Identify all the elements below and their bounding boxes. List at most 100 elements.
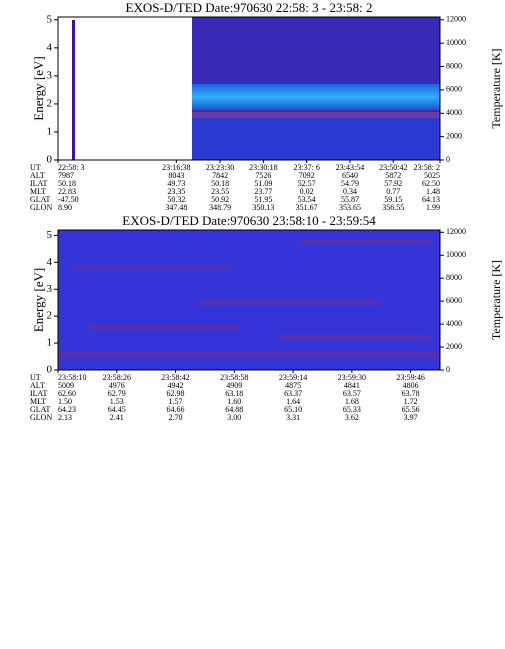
ephemeris-value: 4942 bbox=[168, 381, 184, 390]
ephemeris-value: 1.68 bbox=[345, 397, 359, 406]
y2-tick-label: 8000 bbox=[446, 61, 462, 70]
ephemeris-value: 4909 bbox=[226, 381, 242, 390]
ephemeris-value: 50.18 bbox=[211, 179, 229, 188]
y2-tick-label: 4000 bbox=[446, 108, 462, 117]
ephemeris-label: MLT bbox=[30, 397, 46, 406]
ephemeris-value: 0.02 bbox=[300, 187, 314, 196]
ephemeris-value: 64.45 bbox=[108, 405, 126, 414]
ephemeris-value: 63.18 bbox=[225, 389, 243, 398]
ephemeris-value: 23:59:46 bbox=[396, 373, 424, 382]
ephemeris-value: 1.48 bbox=[426, 187, 440, 196]
y-tick-label: 4 bbox=[47, 256, 53, 268]
y-tick-label: 1 bbox=[47, 125, 53, 137]
ephemeris-value: 0.77 bbox=[386, 187, 400, 196]
y-tick-label: 3 bbox=[47, 283, 53, 295]
ephemeris-value: 55.87 bbox=[341, 195, 359, 204]
ephemeris-label: ILAT bbox=[30, 179, 47, 188]
spectrogram-2 bbox=[58, 230, 440, 370]
ephemeris-value: 54.79 bbox=[341, 179, 359, 188]
ephemeris-value: 49.73 bbox=[167, 179, 185, 188]
ephemeris-value: 7092 bbox=[299, 171, 315, 180]
y-tick-label: 5 bbox=[47, 13, 53, 25]
ephemeris-label: UT bbox=[30, 373, 41, 382]
ephemeris-value: 23:58:26 bbox=[103, 373, 131, 382]
ephemeris-value: 0.34 bbox=[343, 187, 357, 196]
ephemeris-value: 351.67 bbox=[296, 203, 318, 212]
y-axis-label: Energy [eV] bbox=[31, 268, 46, 332]
ephemeris-value: 4806 bbox=[403, 381, 419, 390]
ephemeris-value: 1.50 bbox=[58, 397, 72, 406]
y2-axis-label: Temperature [K] bbox=[489, 260, 503, 340]
y-tick-label: 0 bbox=[47, 154, 53, 166]
ephemeris-value: 8.90 bbox=[58, 203, 72, 212]
ephemeris-label: GLAT bbox=[30, 195, 51, 204]
y2-tick-label: 0 bbox=[446, 155, 450, 164]
chart-title: EXOS-D/TED Date:970630 22:58: 3 - 23:58:… bbox=[126, 0, 373, 15]
ephemeris-value: 64.13 bbox=[422, 195, 440, 204]
ephemeris-label: ALT bbox=[30, 381, 45, 390]
y2-tick-label: 12000 bbox=[446, 227, 466, 236]
ephemeris-value: 23:37: 6 bbox=[293, 163, 319, 172]
plot-frame bbox=[57, 16, 441, 161]
y2-axis-label: Temperature [K] bbox=[489, 48, 503, 128]
ephemeris-value: 23.77 bbox=[254, 187, 272, 196]
y2-tick-label: 2000 bbox=[446, 342, 462, 351]
ephemeris-label: GLON bbox=[30, 413, 52, 422]
ephemeris-value: 65.10 bbox=[284, 405, 302, 414]
ephemeris-value: 5009 bbox=[58, 381, 74, 390]
y2-tick-label: 12000 bbox=[446, 15, 466, 24]
y2-tick-label: 2000 bbox=[446, 131, 462, 140]
ephemeris-value: 23:16:38 bbox=[162, 163, 190, 172]
y2-tick-label: 4000 bbox=[446, 319, 462, 328]
ephemeris-value: 3.31 bbox=[286, 413, 300, 422]
ephemeris-value: 65.33 bbox=[343, 405, 361, 414]
ephemeris-value: 23:58:10 bbox=[58, 373, 86, 382]
ephemeris-value: 23:50:42 bbox=[379, 163, 407, 172]
ephemeris-value: 63.57 bbox=[343, 389, 361, 398]
y-tick-label: 3 bbox=[47, 69, 53, 81]
ephemeris-value: 63.78 bbox=[402, 389, 420, 398]
ephemeris-value: 62.60 bbox=[58, 389, 76, 398]
ephemeris-value: 63.37 bbox=[284, 389, 302, 398]
ephemeris-value: 23:59:30 bbox=[338, 373, 366, 382]
y-tick-label: 0 bbox=[47, 364, 53, 376]
ephemeris-value: 23:30:18 bbox=[249, 163, 277, 172]
ephemeris-value: 7526 bbox=[255, 171, 271, 180]
ephemeris-value: 5025 bbox=[424, 171, 440, 180]
ephemeris-value: 62.50 bbox=[422, 179, 440, 188]
ephemeris-value: 4875 bbox=[285, 381, 301, 390]
ephemeris-value: 64.88 bbox=[225, 405, 243, 414]
ephemeris-value: 3.97 bbox=[404, 413, 418, 422]
ephemeris-value: 6540 bbox=[342, 171, 358, 180]
ephemeris-label: ALT bbox=[30, 171, 45, 180]
ephemeris-value: 350.13 bbox=[252, 203, 274, 212]
ephemeris-label: GLON bbox=[30, 203, 52, 212]
y-tick-label: 4 bbox=[47, 41, 53, 53]
y2-tick-label: 6000 bbox=[446, 85, 462, 94]
ephemeris-value: 7987 bbox=[58, 171, 74, 180]
ephemeris-value: 23:43:54 bbox=[336, 163, 364, 172]
ephemeris-label: GLAT bbox=[30, 405, 51, 414]
ephemeris-value: 348.79 bbox=[209, 203, 231, 212]
y2-tick-label: 10000 bbox=[446, 250, 466, 259]
ephemeris-value: 51.09 bbox=[254, 179, 272, 188]
ephemeris-value: 4976 bbox=[109, 381, 125, 390]
ephemeris-value: 1.72 bbox=[404, 397, 418, 406]
ephemeris-label: ILAT bbox=[30, 389, 47, 398]
ephemeris-value: 64.23 bbox=[58, 405, 76, 414]
plot-frame bbox=[57, 229, 441, 371]
ephemeris-value: 2.70 bbox=[169, 413, 183, 422]
y-tick-label: 2 bbox=[47, 97, 53, 109]
spectrogram-1 bbox=[58, 17, 440, 160]
ephemeris-value: 7842 bbox=[212, 171, 228, 180]
ephemeris-value: 62.98 bbox=[167, 389, 185, 398]
ephemeris-value: 22.83 bbox=[58, 187, 76, 196]
ephemeris-value: 2.13 bbox=[58, 413, 72, 422]
ephemeris-value: 51.95 bbox=[254, 195, 272, 204]
ephemeris-value: 22:58: 3 bbox=[58, 163, 84, 172]
ephemeris-value: 23:58: 2 bbox=[414, 163, 440, 172]
ephemeris-value: 50.18 bbox=[58, 179, 76, 188]
ephemeris-value: 23.35 bbox=[167, 187, 185, 196]
ephemeris-label: MLT bbox=[30, 187, 46, 196]
ephemeris-value: 23:58:42 bbox=[161, 373, 189, 382]
